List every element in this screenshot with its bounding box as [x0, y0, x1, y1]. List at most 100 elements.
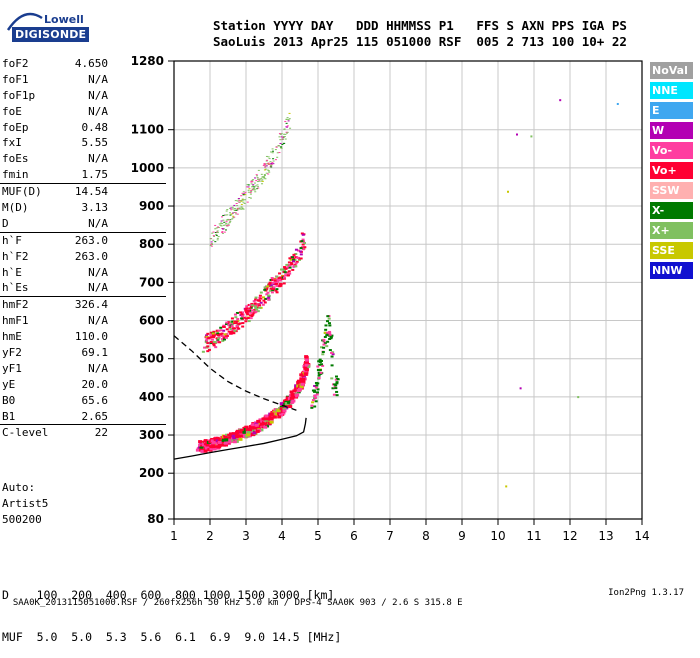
param-row: h`Es N/A: [0, 280, 166, 296]
echo-point: [211, 244, 214, 246]
echo-point: [221, 232, 224, 234]
isolated-echo: [519, 387, 522, 390]
echo-point: [210, 241, 213, 243]
echo-point: [221, 223, 224, 225]
echo-point: [204, 446, 209, 450]
echo-point: [290, 393, 295, 397]
echo-point: [265, 165, 268, 167]
echo-point: [273, 281, 277, 284]
echo-point: [254, 306, 258, 309]
echo-point: [289, 390, 294, 394]
echo-point: [282, 138, 285, 140]
echo-point: [265, 163, 268, 165]
echo-point: [214, 224, 217, 226]
echo-point: [258, 304, 262, 307]
profile-dashed-line: [173, 335, 297, 411]
echo-point: [284, 274, 288, 277]
echo-point: [267, 170, 270, 172]
echo-point: [208, 440, 213, 444]
echo-point: [247, 189, 250, 191]
echo-point: [276, 279, 280, 282]
echo-point: [223, 441, 228, 445]
echo-point: [244, 191, 247, 193]
x-tick-label: 5: [314, 529, 322, 543]
echo-point: [225, 221, 228, 223]
param-value: 110.0: [74, 330, 108, 344]
echo-point: [228, 219, 231, 221]
echo-point: [327, 322, 331, 325]
echo-point: [257, 169, 260, 171]
echo-point: [321, 364, 325, 367]
echo-point: [321, 353, 325, 356]
echo-point: [217, 329, 221, 332]
echo-point: [249, 311, 253, 314]
echo-point: [221, 440, 226, 444]
echo-point: [249, 192, 252, 194]
echo-point: [246, 309, 250, 312]
echo-point: [233, 204, 236, 206]
echo-point: [323, 335, 327, 338]
echo-point: [211, 444, 216, 448]
echo-point: [318, 363, 322, 366]
echo-point: [204, 334, 208, 337]
param-name: foE: [2, 104, 22, 118]
echo-point: [256, 181, 259, 183]
echo-point: [209, 341, 213, 344]
param-name: hmF2: [2, 298, 29, 312]
echo-point: [226, 438, 231, 442]
y-tick-label: 1000: [131, 161, 164, 175]
echo-point: [282, 405, 287, 409]
echo-point: [304, 358, 309, 362]
echo-point: [217, 440, 222, 444]
echo-point: [270, 166, 273, 168]
echo-point: [278, 285, 282, 288]
echo-point: [259, 178, 262, 180]
echo-point: [270, 151, 273, 153]
param-row: h`F 263.0: [0, 233, 166, 249]
echo-point: [279, 276, 283, 279]
echo-point: [318, 372, 322, 375]
echo-point: [326, 331, 330, 334]
echo-point: [254, 298, 258, 301]
echo-point: [203, 449, 208, 453]
echo-point: [289, 258, 293, 261]
param-value: 20.0: [81, 377, 109, 391]
echo-point: [291, 268, 295, 271]
echo-point: [198, 440, 203, 444]
echo-point: [282, 407, 287, 411]
echo-point: [238, 201, 241, 203]
echo-point: [263, 177, 266, 179]
echo-point: [265, 160, 268, 162]
param-row: foEs N/A: [0, 151, 166, 167]
echo-point: [227, 324, 231, 327]
echo-point: [238, 437, 243, 441]
echo-point: [267, 294, 271, 297]
param-row: hmF1 N/A: [0, 313, 166, 329]
param-name: h`F: [2, 233, 22, 247]
echo-point: [269, 420, 274, 424]
echo-point: [314, 386, 318, 389]
echo-point: [269, 412, 274, 416]
echo-point: [256, 175, 259, 177]
echo-point: [272, 158, 275, 160]
echo-point: [235, 213, 238, 215]
echo-point: [245, 427, 250, 431]
param-value: 69.1: [81, 346, 109, 360]
echo-point: [264, 168, 267, 170]
echo-point: [207, 337, 211, 340]
echo-point: [297, 249, 301, 252]
echo-point: [336, 378, 340, 381]
echo-point: [285, 122, 288, 124]
echo-point: [275, 284, 279, 287]
echo-point: [272, 283, 276, 286]
echo-point: [201, 443, 206, 447]
echo-point: [268, 158, 271, 160]
echo-point: [235, 324, 239, 327]
echo-point: [272, 150, 275, 152]
echo-point: [319, 371, 323, 374]
echo-point: [274, 159, 277, 161]
echo-point: [236, 318, 240, 321]
echo-point: [217, 337, 221, 340]
echo-point: [271, 148, 274, 150]
echo-point: [264, 166, 267, 168]
